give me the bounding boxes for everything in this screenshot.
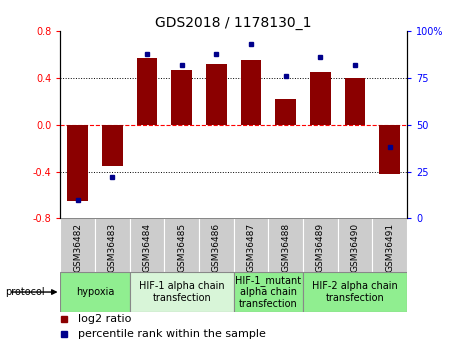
Text: GSM36490: GSM36490 bbox=[351, 223, 359, 272]
Bar bbox=[171, 70, 192, 125]
Bar bbox=[233, 272, 303, 312]
Bar bbox=[303, 272, 407, 312]
Text: GSM36482: GSM36482 bbox=[73, 223, 82, 272]
Bar bbox=[345, 78, 365, 125]
Text: protocol: protocol bbox=[5, 287, 44, 297]
Bar bbox=[67, 125, 88, 201]
Text: GSM36491: GSM36491 bbox=[385, 223, 394, 272]
Bar bbox=[372, 218, 407, 272]
Text: GSM36488: GSM36488 bbox=[281, 223, 290, 272]
Bar bbox=[275, 99, 296, 125]
Bar bbox=[240, 60, 261, 125]
Bar bbox=[206, 64, 227, 125]
Text: GSM36489: GSM36489 bbox=[316, 223, 325, 272]
Bar bbox=[137, 58, 158, 125]
Bar bbox=[130, 272, 233, 312]
Bar bbox=[95, 218, 130, 272]
Text: GSM36484: GSM36484 bbox=[143, 223, 152, 272]
Text: percentile rank within the sample: percentile rank within the sample bbox=[78, 329, 266, 339]
Text: GSM36486: GSM36486 bbox=[212, 223, 221, 272]
Bar bbox=[130, 218, 165, 272]
Bar bbox=[199, 218, 234, 272]
Text: hypoxia: hypoxia bbox=[76, 287, 114, 297]
Text: GSM36487: GSM36487 bbox=[246, 223, 255, 272]
Bar bbox=[233, 218, 268, 272]
Text: log2 ratio: log2 ratio bbox=[78, 314, 131, 324]
Text: HIF-2 alpha chain
transfection: HIF-2 alpha chain transfection bbox=[312, 281, 398, 303]
Bar bbox=[338, 218, 372, 272]
Bar bbox=[303, 218, 338, 272]
Text: GSM36483: GSM36483 bbox=[108, 223, 117, 272]
Title: GDS2018 / 1178130_1: GDS2018 / 1178130_1 bbox=[155, 16, 312, 30]
Bar bbox=[165, 218, 199, 272]
Text: HIF-1_mutant
alpha chain
transfection: HIF-1_mutant alpha chain transfection bbox=[235, 275, 301, 309]
Text: GSM36485: GSM36485 bbox=[177, 223, 186, 272]
Bar bbox=[60, 218, 95, 272]
Text: HIF-1 alpha chain
transfection: HIF-1 alpha chain transfection bbox=[139, 281, 225, 303]
Bar bbox=[102, 125, 123, 166]
Bar bbox=[310, 72, 331, 125]
Bar bbox=[60, 272, 130, 312]
Bar bbox=[379, 125, 400, 174]
Bar bbox=[268, 218, 303, 272]
